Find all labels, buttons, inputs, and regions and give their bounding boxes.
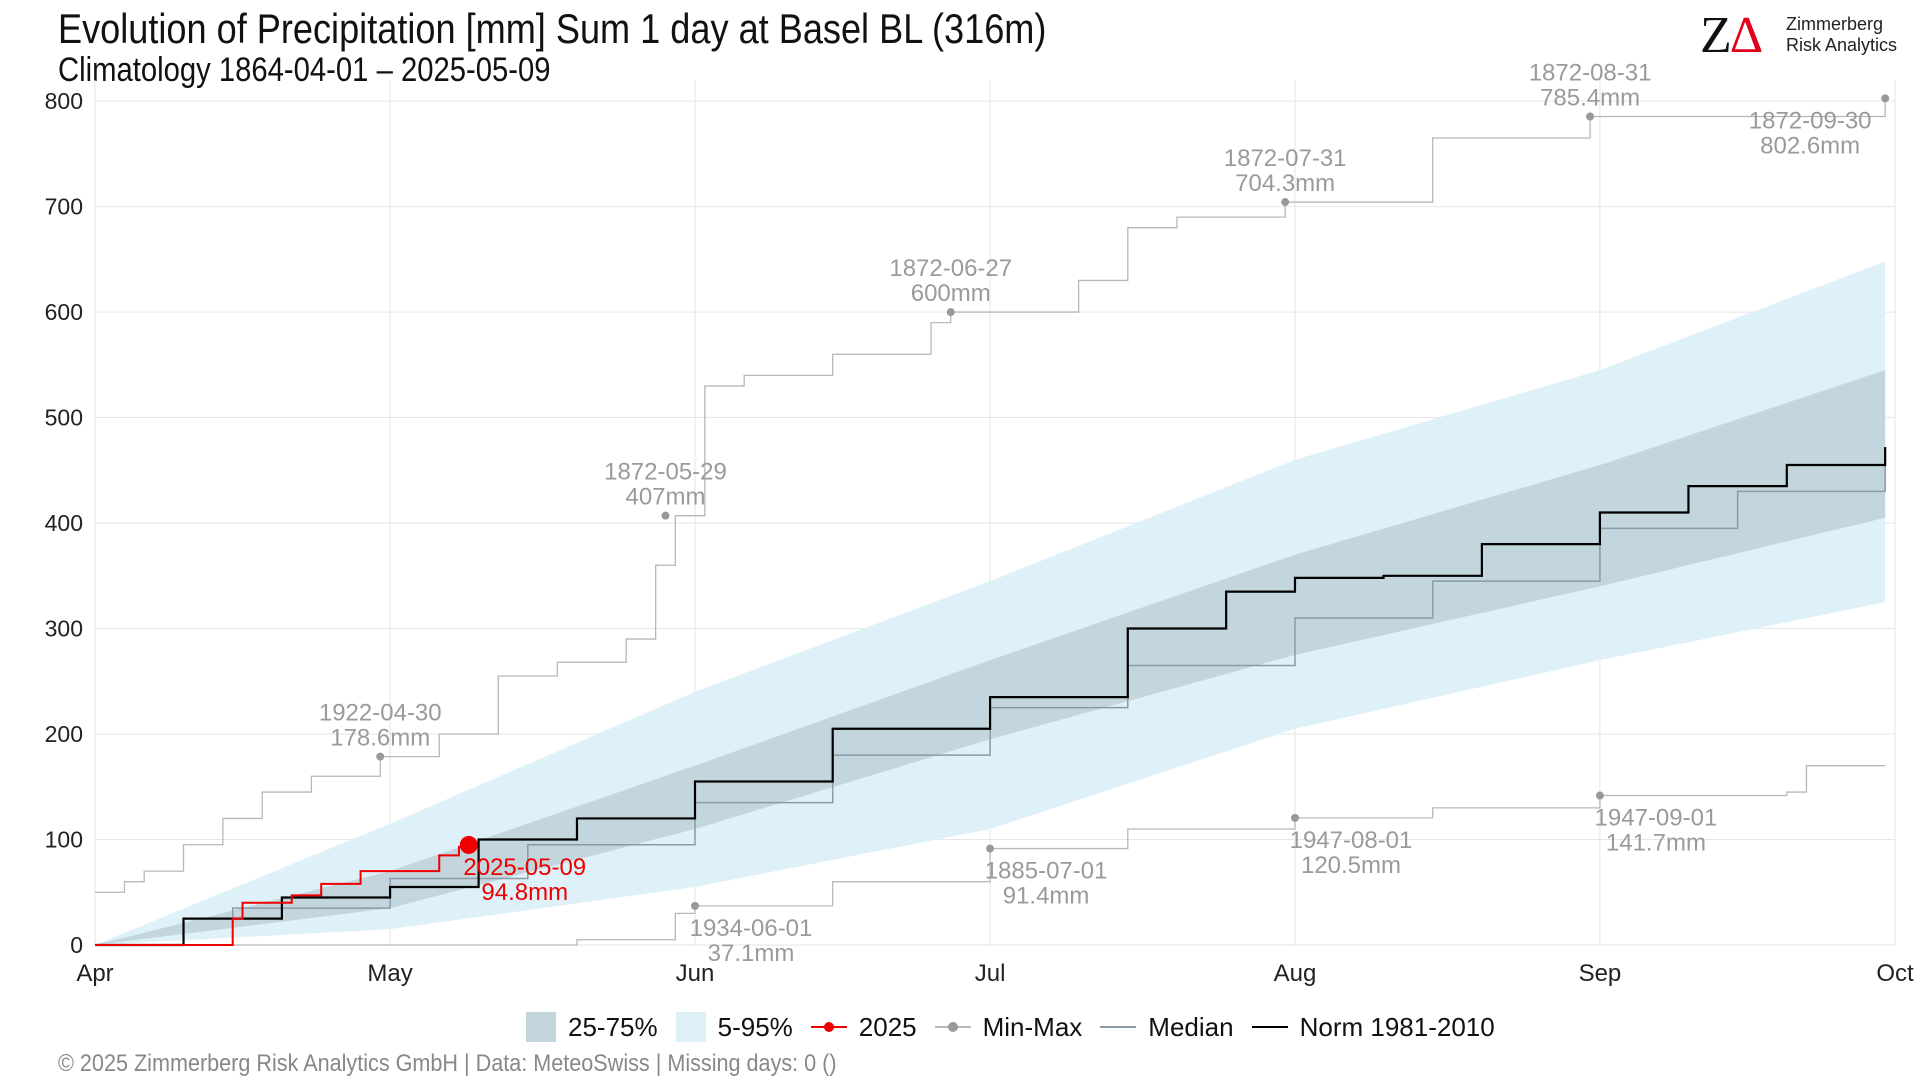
legend-item-norm: Norm 1981-2010 xyxy=(1251,1011,1495,1043)
band-25-75pct xyxy=(95,370,1886,946)
y-tick-label: 700 xyxy=(45,194,83,220)
y-tick-label: 200 xyxy=(45,721,83,747)
footer-credits: © 2025 Zimmerberg Risk Analytics GmbH | … xyxy=(58,1050,837,1077)
x-tick-label: Jul xyxy=(975,960,1006,987)
annotation-date: 1872-07-31 xyxy=(1224,145,1347,172)
annotation-date: 1934-06-01 xyxy=(690,915,813,942)
annotation-date: 1885-07-01 xyxy=(985,858,1108,885)
company-logo: ZΔ Zimmerberg Risk Analytics xyxy=(1700,7,1910,64)
annotation-value: 802.6mm xyxy=(1760,132,1860,159)
annotation-value: 141.7mm xyxy=(1606,830,1706,857)
series-line-min xyxy=(95,765,1886,946)
marker-max xyxy=(1881,94,1890,103)
annotation-value: 94.8mm xyxy=(481,879,568,906)
x-tick-label: Oct xyxy=(1876,960,1914,987)
annotation-date: 1947-09-01 xyxy=(1595,805,1718,832)
chart-subtitle: Climatology 1864-04-01 – 2025-05-09 xyxy=(58,51,551,89)
marker-max xyxy=(661,511,670,520)
marker-max xyxy=(1586,112,1595,121)
series-line-max xyxy=(95,98,1886,893)
annotation-value: 37.1mm xyxy=(708,940,795,967)
chart-title: Evolution of Precipitation [mm] Sum 1 da… xyxy=(58,5,1047,52)
marker-max xyxy=(376,752,385,761)
marker-max xyxy=(946,308,955,317)
annotation-date: 1947-08-01 xyxy=(1290,827,1413,854)
legend-item-iqr: 25-75% xyxy=(526,1012,658,1043)
legend-line-2025 xyxy=(810,1017,847,1037)
marker-min xyxy=(1595,791,1604,800)
annotation-value: 120.5mm xyxy=(1301,852,1401,879)
marker-min xyxy=(691,901,699,910)
marker-min xyxy=(1291,813,1299,822)
annotation-date: 1872-06-27 xyxy=(889,255,1012,282)
y-tick-label: 500 xyxy=(45,405,83,431)
legend-label-norm: Norm 1981-2010 xyxy=(1299,1011,1495,1042)
x-tick-label: Sep xyxy=(1579,960,1622,987)
chart-legend: 25-75% 5-95% 2025 Min-Max Median Norm 19… xyxy=(526,1011,1513,1043)
x-tick-label: Aug xyxy=(1274,960,1317,987)
legend-label-2025: 2025 xyxy=(858,1011,917,1042)
y-tick-label: 0 xyxy=(70,932,83,958)
legend-line-norm xyxy=(1251,1017,1288,1037)
logo-line-2: Risk Analytics xyxy=(1786,35,1898,55)
x-tick-label: May xyxy=(367,960,412,987)
logo-text: Zimmerberg Risk Analytics xyxy=(1786,14,1897,56)
annotation-value: 178.6mm xyxy=(330,725,430,752)
marker-max xyxy=(1281,198,1290,207)
x-tick-label: Apr xyxy=(76,960,113,987)
y-tick-label: 100 xyxy=(45,827,83,853)
legend-line-minmax xyxy=(934,1017,971,1037)
marker-2025 xyxy=(459,835,478,854)
annotation-value: 407mm xyxy=(625,484,705,511)
annotation-date: 1872-08-31 xyxy=(1529,59,1652,86)
y-tick-label: 600 xyxy=(45,299,83,325)
annotation-date: 2025-05-09 xyxy=(463,854,586,881)
legend-item-p5-95: 5-95% xyxy=(675,1011,793,1043)
series-line-norm-1981-2010 xyxy=(95,447,1887,947)
logo-line-1: Zimmerberg xyxy=(1786,14,1884,34)
marker-min xyxy=(986,844,995,853)
band-5-95pct xyxy=(95,261,1886,945)
logo-mark: ZΔ xyxy=(1700,7,1763,64)
y-tick-label: 800 xyxy=(45,88,83,114)
legend-line-median xyxy=(1100,1017,1137,1037)
legend-item-median: Median xyxy=(1100,1011,1234,1043)
annotation-date: 1872-09-30 xyxy=(1749,107,1872,134)
annotation-value: 91.4mm xyxy=(1003,883,1090,910)
annotation-value: 785.4mm xyxy=(1540,84,1640,111)
annotation-date: 1922-04-30 xyxy=(319,700,442,727)
y-tick-label: 400 xyxy=(45,510,83,536)
annotation-value: 704.3mm xyxy=(1235,170,1335,197)
logo-mark-delta: Δ xyxy=(1729,7,1763,64)
legend-item-2025: 2025 xyxy=(810,1011,917,1043)
legend-item-minmax: Min-Max xyxy=(934,1011,1083,1043)
legend-label-iqr: 25-75% xyxy=(568,1011,658,1042)
annotation-value: 600mm xyxy=(911,280,991,307)
y-tick-label: 300 xyxy=(45,616,83,642)
legend-label-minmax: Min-Max xyxy=(982,1011,1083,1042)
precipitation-chart: 0 100 200 300 400 500 600 700 800 Apr May Jun Jul Aug… xyxy=(45,59,1914,987)
annotation-date: 1872-05-29 xyxy=(604,459,727,486)
logo-mark-z: Z xyxy=(1700,7,1732,64)
legend-label-median: Median xyxy=(1148,1011,1234,1042)
x-tick-label: Jun xyxy=(676,960,715,987)
legend-swatch-iqr xyxy=(526,1012,556,1042)
legend-swatch-p5-95 xyxy=(675,1012,706,1042)
series-line-2025 xyxy=(95,844,470,946)
legend-label-p5-95: 5-95% xyxy=(717,1011,793,1042)
